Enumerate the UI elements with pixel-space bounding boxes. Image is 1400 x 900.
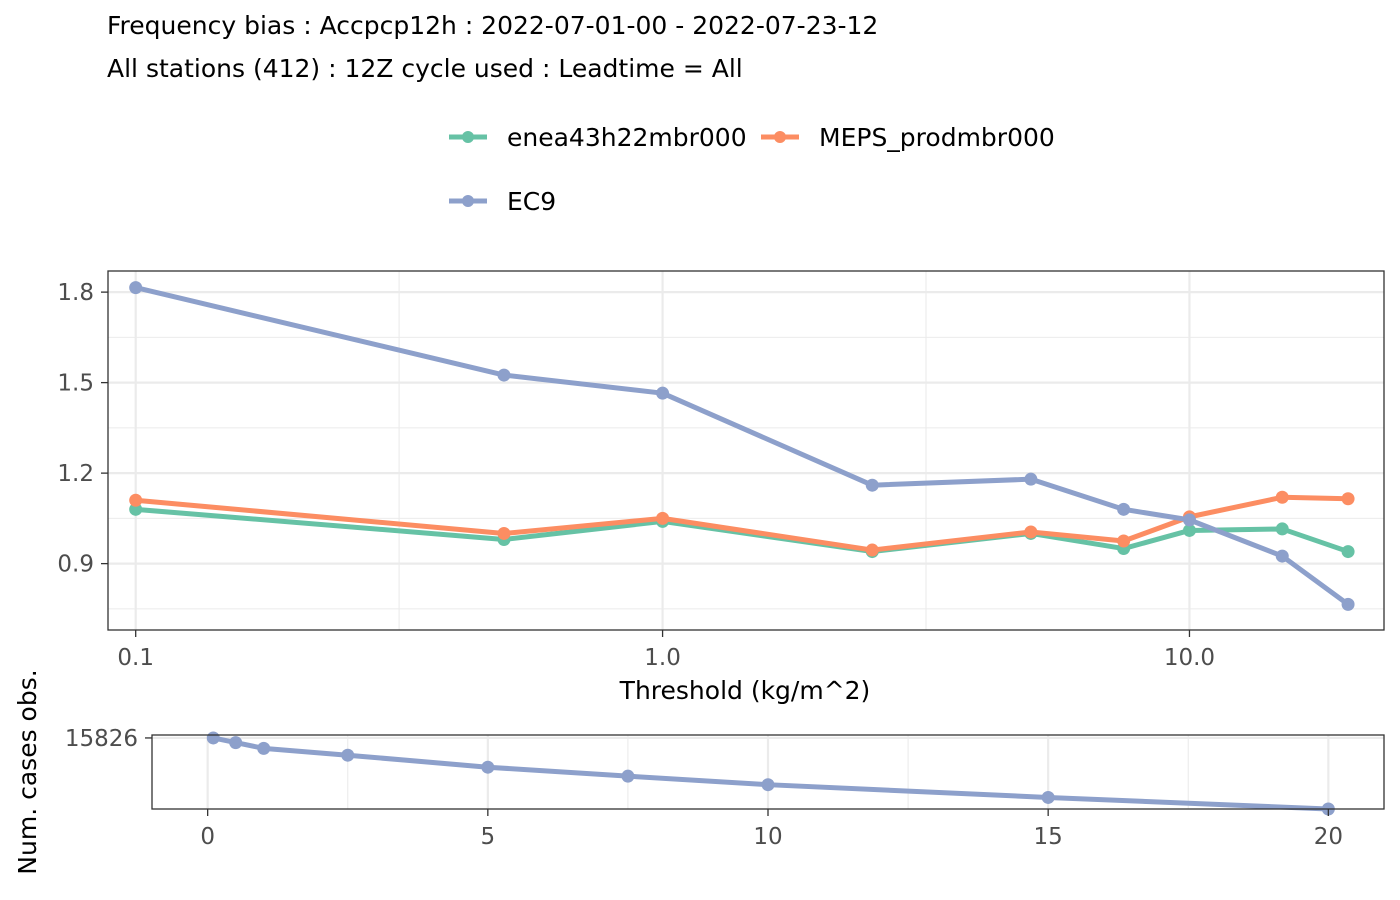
legend-item-enea43h22mbr000: enea43h22mbr000	[449, 123, 747, 152]
x-tick-label: 10	[753, 824, 782, 850]
data-point	[621, 769, 635, 783]
legend-label: EC9	[507, 187, 556, 216]
legend: enea43h22mbr000 MEPS_prodmbr000 EC9	[449, 123, 1055, 216]
y-tick-label: 15826	[65, 726, 138, 752]
data-point	[1341, 597, 1355, 611]
x-tick-label: 0	[200, 824, 215, 850]
data-point	[1182, 523, 1196, 537]
data-point	[1024, 472, 1038, 486]
data-point	[1341, 492, 1355, 506]
y-tick-label: 0.9	[57, 552, 94, 578]
data-point	[1275, 549, 1289, 563]
data-point	[1182, 513, 1196, 527]
data-point	[206, 731, 220, 745]
legend-label: MEPS_prodmbr000	[819, 123, 1055, 152]
frequency-bias-panel: 0.1 1.0 10.0 0.9 1.2 1.5 1.8	[57, 270, 1385, 671]
x-tick-label: 20	[1314, 824, 1343, 850]
data-point	[497, 526, 511, 540]
y-tick-label: 1.5	[57, 371, 94, 397]
y-tick-label: 1.8	[57, 280, 94, 306]
data-point	[761, 778, 775, 792]
panel-border	[107, 270, 1385, 631]
x-tick-label: 10.0	[1164, 645, 1215, 671]
legend-item-meps-prodmbr000: MEPS_prodmbr000	[761, 123, 1055, 152]
data-point	[257, 741, 271, 755]
data-point	[341, 748, 355, 762]
y-tick-label: 1.2	[57, 461, 94, 487]
data-point	[229, 736, 243, 750]
data-point	[497, 368, 511, 382]
x-axis-title: Threshold (kg/m^2)	[619, 676, 871, 705]
data-point	[1117, 502, 1131, 516]
x-tick-label: 15	[1034, 824, 1063, 850]
data-point	[865, 478, 879, 492]
data-point	[129, 493, 143, 507]
data-point	[129, 281, 143, 295]
data-point	[865, 543, 879, 557]
legend-item-ec9: EC9	[449, 187, 556, 216]
legend-key-point	[462, 131, 474, 143]
chart-title-line-1: Frequency bias : Accpcp12h : 2022-07-01-…	[107, 11, 878, 40]
data-point	[129, 502, 143, 516]
x-tick-label: 1.0	[644, 645, 681, 671]
data-point	[1341, 545, 1355, 559]
data-point	[1275, 490, 1289, 504]
data-point	[1117, 534, 1131, 548]
data-point	[481, 760, 495, 774]
data-point	[1024, 525, 1038, 539]
chart-title-line-2: All stations (412) : 12Z cycle used : Le…	[107, 54, 743, 83]
num-cases-panel: 0 5 10 15 20 15826	[65, 726, 1385, 850]
x-tick-label: 0.1	[117, 645, 154, 671]
legend-key-point	[774, 131, 786, 143]
legend-label: enea43h22mbr000	[507, 123, 747, 152]
x-tick-label: 5	[481, 824, 496, 850]
data-point	[1275, 522, 1289, 536]
data-point	[656, 511, 670, 525]
data-point	[656, 386, 670, 400]
data-point	[1041, 790, 1055, 804]
y-axis-title: Num. cases obs.	[13, 669, 42, 874]
legend-key-point	[462, 195, 474, 207]
